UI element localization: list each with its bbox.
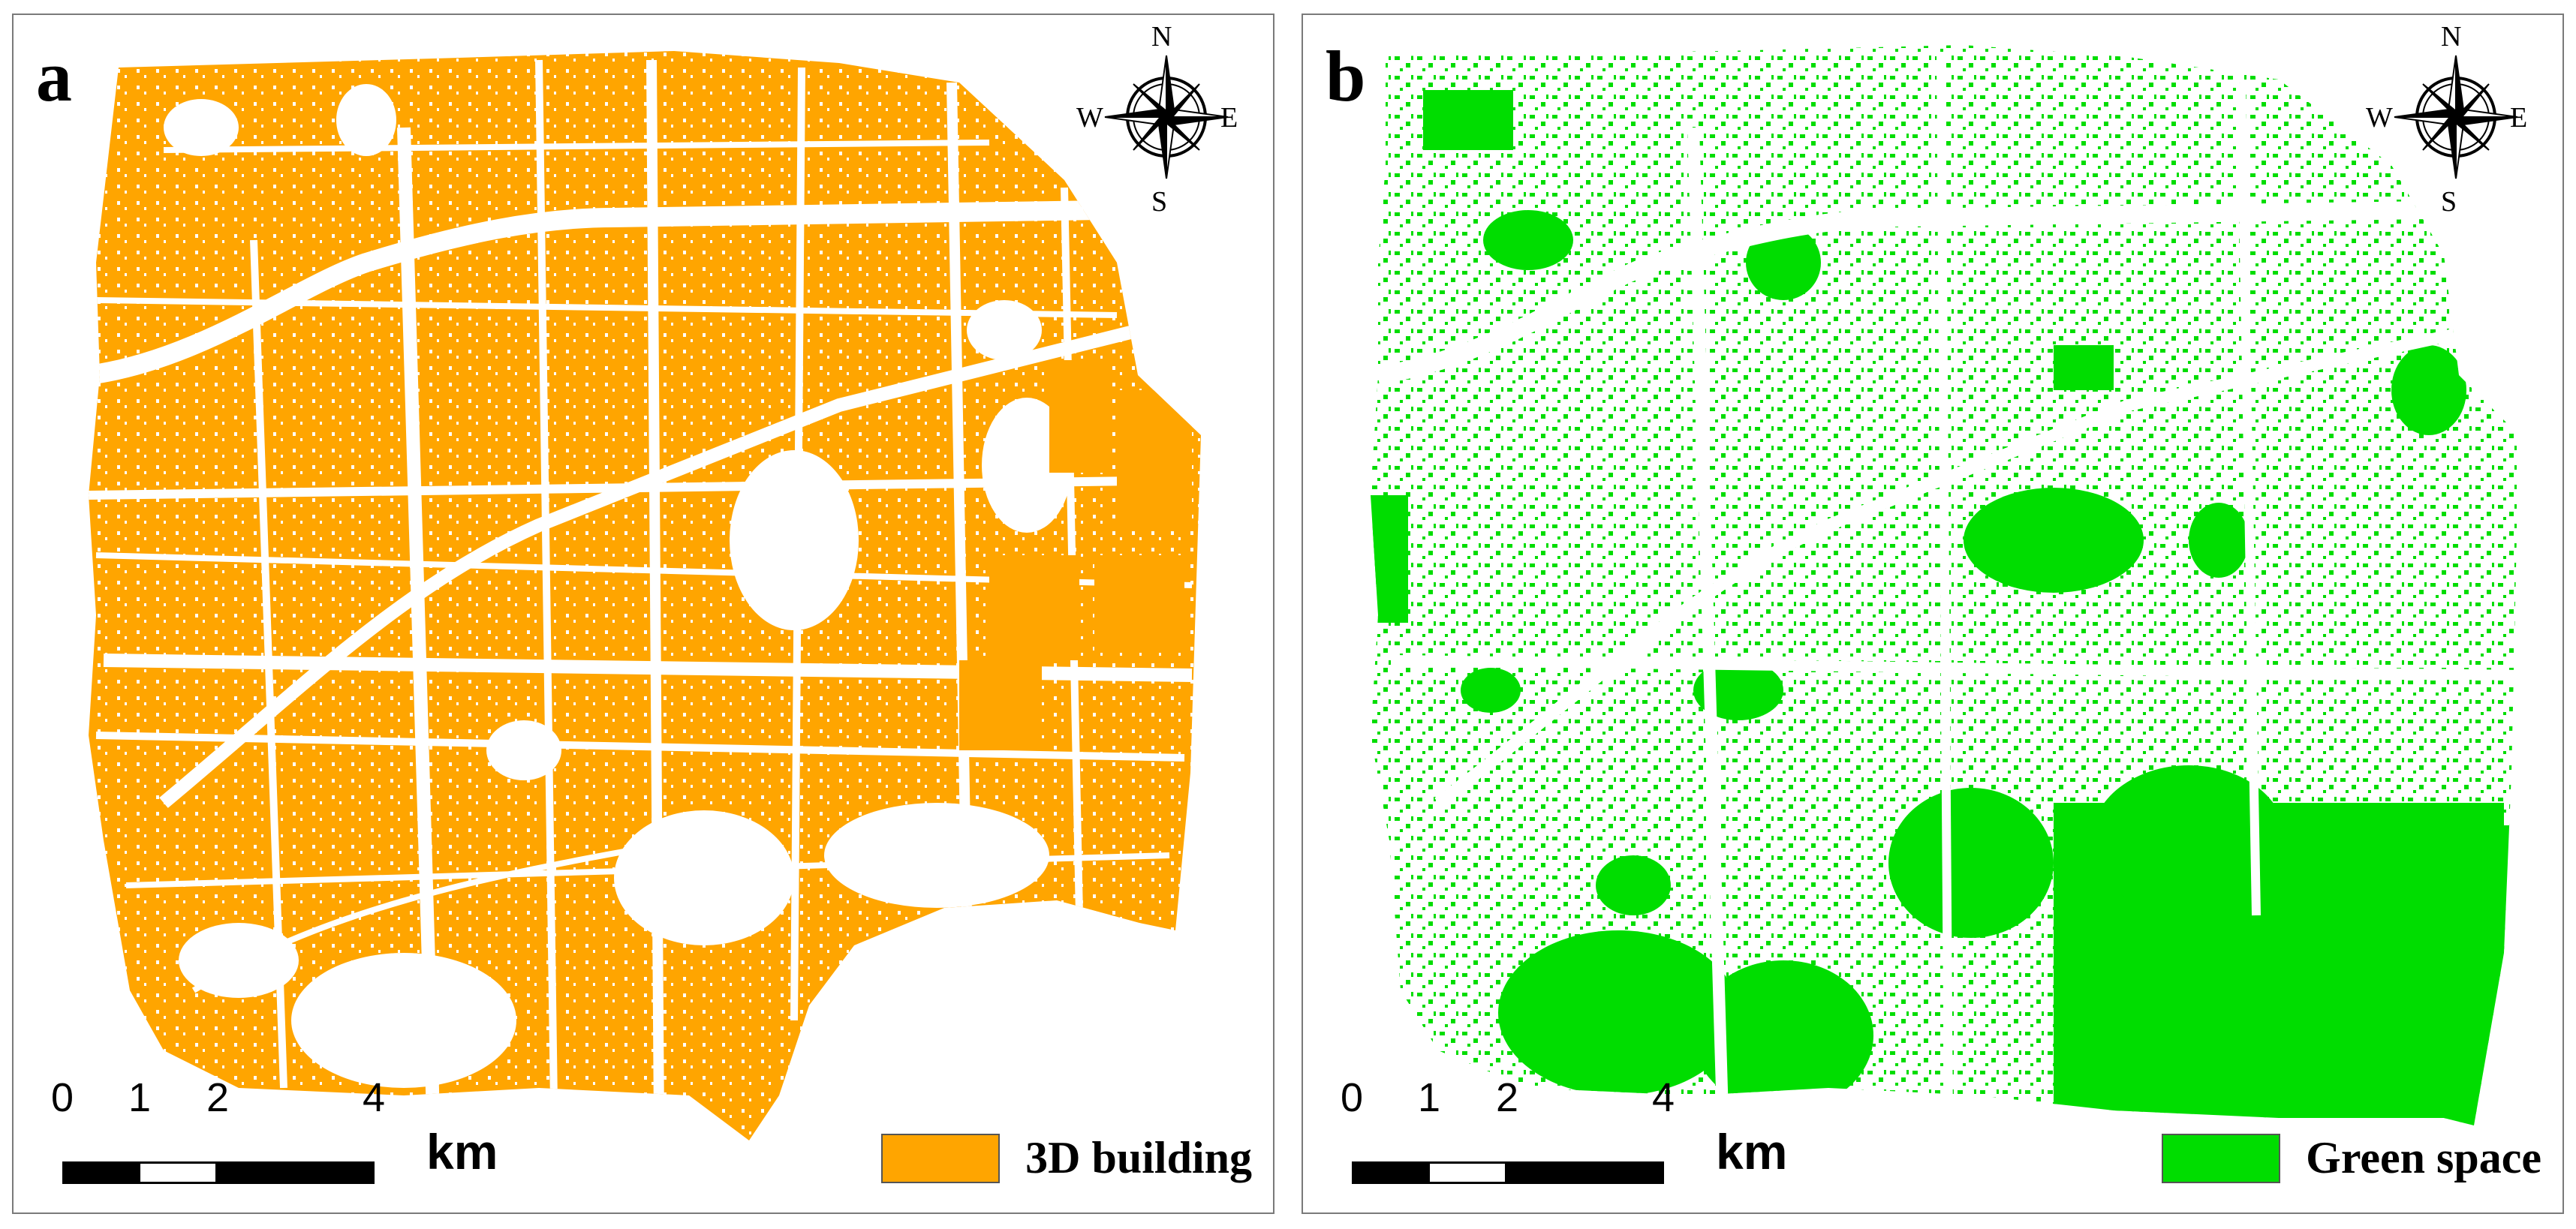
scale-unit: km: [426, 1124, 498, 1179]
compass-rose: N S W E: [2366, 21, 2528, 218]
legend: Green space: [2162, 1132, 2541, 1184]
scale-tick-2: 2: [1495, 1075, 1519, 1120]
compass-rose: N S W E: [1076, 21, 1238, 218]
scale-segment-2: [1428, 1161, 1507, 1184]
compass-west-label: W: [1076, 102, 1103, 134]
scale-tick-0: 0: [50, 1075, 74, 1120]
scale-segment-3: [215, 1161, 375, 1184]
scale-bar: 0 1 2 4 km: [1341, 1077, 1851, 1205]
scale-segment-1: [1352, 1161, 1430, 1184]
map-panel-b: b N S W E 0 1 2: [1302, 14, 2564, 1214]
scale-tick-0: 0: [1340, 1075, 1364, 1120]
green-space-map: [1371, 45, 2519, 1125]
compass-south-label: S: [2441, 186, 2457, 218]
scale-tick-4: 4: [1651, 1075, 1675, 1120]
scale-unit: km: [1716, 1124, 1788, 1179]
scale-tick-1: 1: [1417, 1075, 1441, 1120]
compass-star-icon: [1104, 55, 1229, 179]
scale-bar: 0 1 2 4 km: [51, 1077, 561, 1205]
legend-swatch: [2162, 1133, 2281, 1183]
building-map: [89, 51, 1201, 1140]
scale-segment-3: [1505, 1161, 1664, 1184]
compass-east-label: E: [2510, 102, 2528, 134]
scale-tick-1: 1: [128, 1075, 152, 1120]
compass-north-label: N: [1151, 21, 1172, 53]
legend: 3D building: [881, 1132, 1252, 1184]
compass-south-label: S: [1151, 186, 1168, 218]
scale-segment-1: [62, 1161, 140, 1184]
legend-label: Green space: [2306, 1133, 2541, 1182]
panel-label: a: [36, 36, 72, 116]
panel-label: b: [1326, 36, 1366, 116]
scale-tick-4: 4: [362, 1075, 386, 1120]
compass-west-label: W: [2366, 102, 2393, 134]
compass-star-icon: [2394, 55, 2518, 179]
compass-north-label: N: [2441, 21, 2462, 53]
legend-swatch: [881, 1133, 1001, 1183]
legend-label: 3D building: [1025, 1133, 1252, 1182]
scale-tick-2: 2: [206, 1075, 230, 1120]
map-panel-a: a N S W E 0 1 2: [12, 14, 1274, 1214]
compass-east-label: E: [1220, 102, 1238, 134]
scale-segment-2: [138, 1161, 218, 1184]
